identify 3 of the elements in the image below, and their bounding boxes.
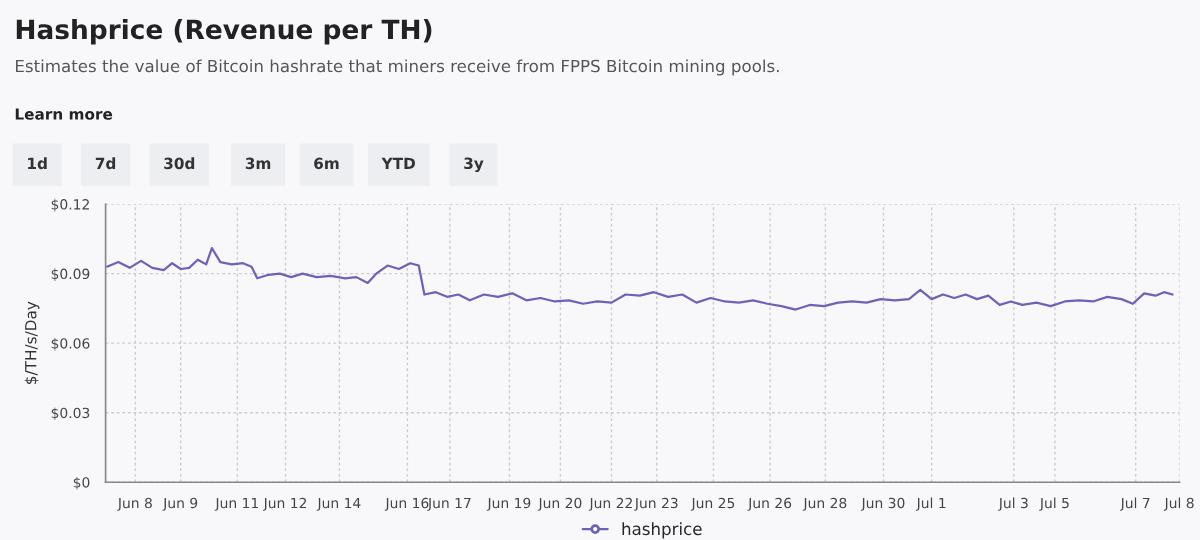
chart-title: Hashprice (Revenue per TH): [16, 18, 432, 45]
chart-subtitle: Estimates the value of Bitcoin hashrate that miners receive from FPPS Bitcoin mining pools.: [16, 59, 779, 76]
legend-label: hashprice: [622, 522, 702, 539]
